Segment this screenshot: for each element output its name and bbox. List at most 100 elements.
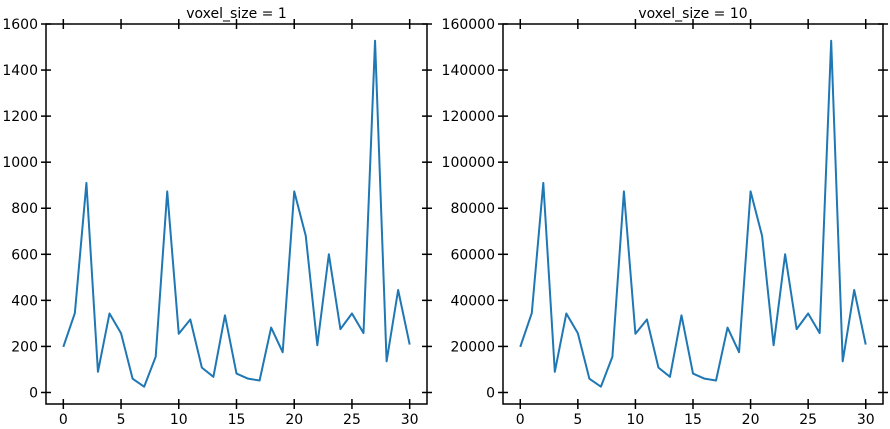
- x-tick-label: 20: [742, 412, 760, 428]
- data-point: [339, 328, 341, 330]
- data-point: [853, 289, 855, 291]
- y-tick-label: 0: [486, 385, 495, 401]
- y-tick-label: 1200: [2, 109, 38, 125]
- data-point: [397, 289, 399, 291]
- data-point: [819, 332, 821, 334]
- data-point: [773, 344, 775, 346]
- y-tick-label: 20000: [450, 339, 495, 355]
- y-tick-label: 80000: [450, 201, 495, 217]
- data-point: [351, 312, 353, 314]
- data-point: [132, 378, 134, 380]
- data-point: [830, 40, 832, 42]
- data-point: [611, 356, 613, 358]
- x-tick-label: 30: [857, 412, 875, 428]
- x-tick-label: 0: [59, 412, 68, 428]
- data-point: [669, 376, 671, 378]
- data-point: [409, 344, 411, 346]
- data-point: [750, 190, 752, 192]
- y-tick-label: 40000: [450, 293, 495, 309]
- data-point: [715, 380, 717, 382]
- y-tick-label: 120000: [442, 109, 495, 125]
- data-point: [623, 190, 625, 192]
- data-point: [727, 327, 729, 329]
- series-line: [62, 39, 411, 388]
- x-tick-label: 20: [285, 412, 303, 428]
- data-point: [166, 190, 168, 192]
- y-tick-label: 0: [29, 385, 38, 401]
- x-tick-label: 15: [228, 412, 246, 428]
- data-point: [201, 367, 203, 369]
- series-line: [519, 39, 867, 388]
- y-tick-label: 600: [11, 247, 38, 263]
- x-tick-label: 10: [170, 412, 188, 428]
- data-point: [328, 253, 330, 255]
- data-point: [97, 371, 99, 373]
- y-tick-label: 160000: [442, 17, 495, 33]
- data-point: [704, 378, 706, 380]
- data-point: [85, 182, 87, 184]
- panel-title: voxel_size = 1: [186, 6, 286, 22]
- data-point: [531, 312, 533, 314]
- data-point: [646, 318, 648, 320]
- y-tick-label: 1000: [2, 155, 38, 171]
- data-point: [554, 371, 556, 373]
- data-point: [74, 312, 76, 314]
- data-point: [143, 386, 145, 388]
- y-tick-label: 140000: [442, 63, 495, 79]
- data-point: [796, 328, 798, 330]
- data-point: [634, 333, 636, 335]
- data-point: [120, 332, 122, 334]
- panel-title: voxel_size = 10: [638, 6, 747, 22]
- x-tick-label: 25: [799, 412, 817, 428]
- data-point: [236, 373, 238, 375]
- chart-panel-voxel-size-10: voxel_size = 10 0 5 10 15 20 25 30 0 20000 40000 60…: [442, 6, 888, 428]
- data-point: [657, 367, 659, 369]
- data-point: [519, 346, 521, 348]
- data-point: [62, 346, 64, 348]
- plot-frame: [502, 23, 884, 405]
- data-point: [224, 314, 226, 316]
- x-tick-label: 0: [516, 412, 525, 428]
- data-point: [155, 356, 157, 358]
- data-point: [374, 40, 376, 42]
- data-point: [565, 312, 567, 314]
- data-point: [178, 333, 180, 335]
- data-point: [784, 253, 786, 255]
- y-tick-label: 1600: [2, 17, 38, 33]
- data-point: [189, 318, 191, 320]
- data-point: [680, 314, 682, 316]
- chart-panel-voxel-size-1: voxel_size = 1 0 5 10 15 20 25 30 0 200 400 600 800 1…: [2, 6, 432, 428]
- data-point: [807, 312, 809, 314]
- y-tick-label: 100000: [442, 155, 495, 171]
- data-point: [600, 386, 602, 388]
- x-tick-label: 5: [573, 412, 582, 428]
- data-point: [259, 380, 261, 382]
- plot-frame: [45, 23, 428, 405]
- data-point: [865, 344, 867, 346]
- data-point: [270, 327, 272, 329]
- data-point: [282, 351, 284, 353]
- data-point: [247, 378, 249, 380]
- data-point: [316, 344, 318, 346]
- x-tick-label: 30: [401, 412, 419, 428]
- data-point: [761, 235, 763, 237]
- x-tick-label: 5: [117, 412, 126, 428]
- data-point: [212, 376, 214, 378]
- data-point: [386, 360, 388, 362]
- y-tick-label: 60000: [450, 247, 495, 263]
- data-point: [588, 378, 590, 380]
- data-point: [692, 373, 694, 375]
- data-point: [738, 351, 740, 353]
- x-tick-label: 10: [627, 412, 645, 428]
- data-point: [363, 332, 365, 334]
- x-tick-label: 15: [684, 412, 702, 428]
- data-point: [305, 235, 307, 237]
- data-point: [109, 312, 111, 314]
- y-tick-label: 800: [11, 201, 38, 217]
- y-tick-label: 400: [11, 293, 38, 309]
- data-point: [842, 360, 844, 362]
- data-point: [577, 332, 579, 334]
- x-tick-label: 25: [343, 412, 361, 428]
